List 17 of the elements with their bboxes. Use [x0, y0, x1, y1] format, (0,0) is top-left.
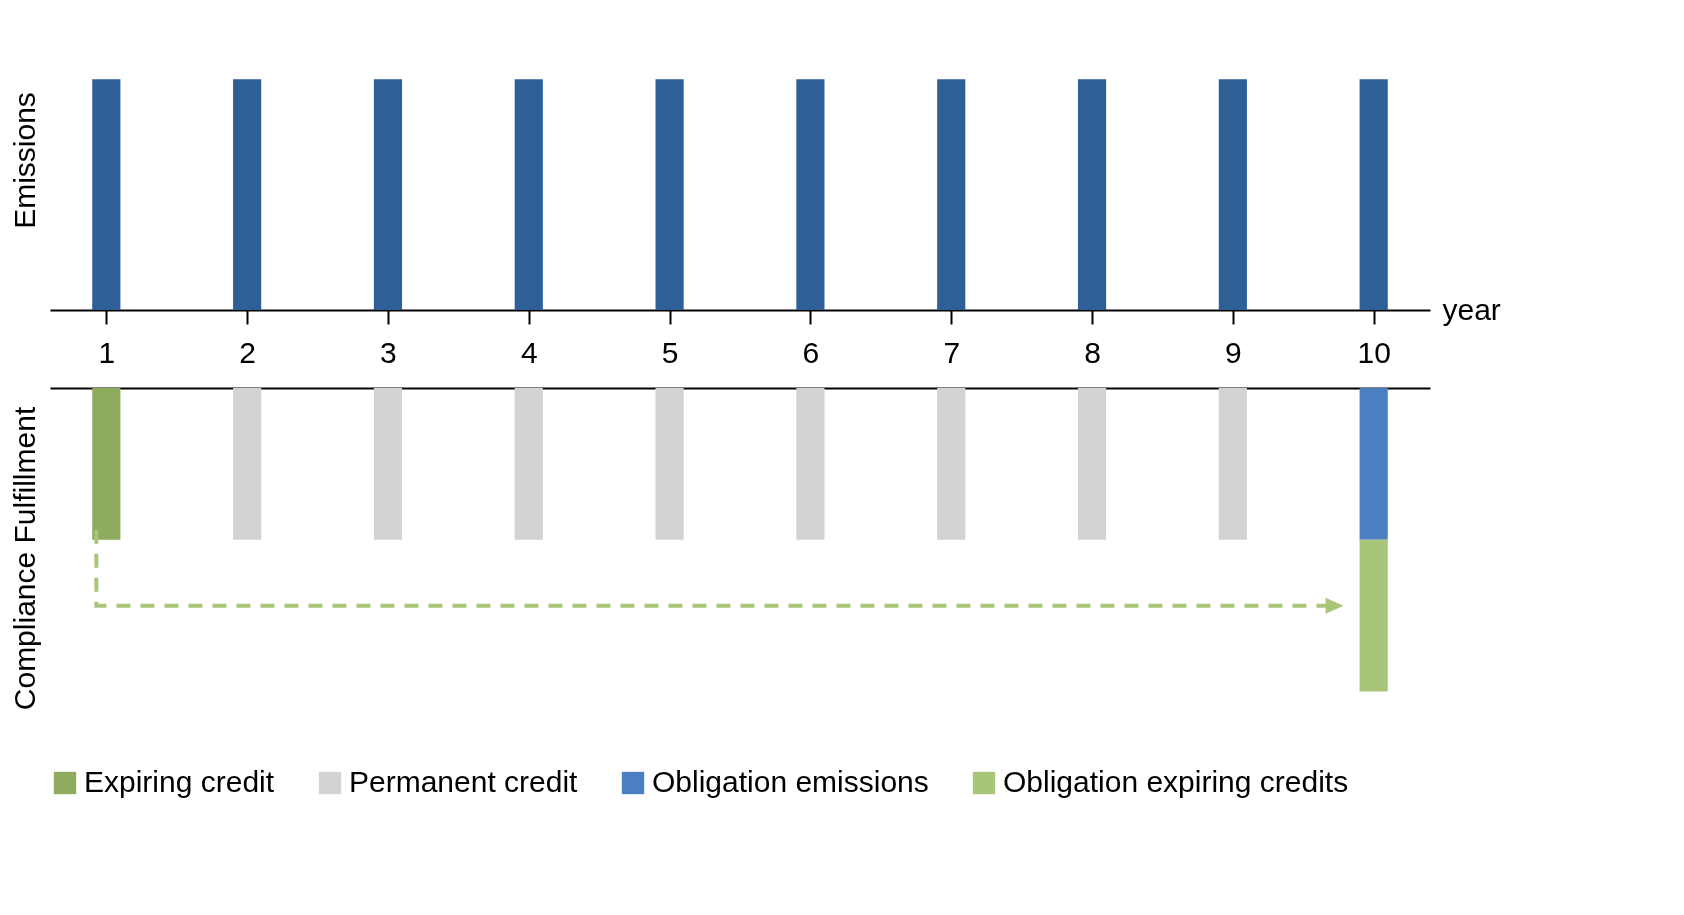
x-tick-label: 10: [1357, 335, 1391, 369]
x-tick-label: 9: [1225, 335, 1242, 369]
legend-label: Obligation expiring credits: [1003, 765, 1349, 798]
x-tick-label: 8: [1084, 335, 1101, 369]
y-axis-title: Compliance Fulfillment: [7, 406, 41, 711]
legend-label: Permanent credit: [349, 765, 579, 798]
x-tick-label: 2: [239, 335, 256, 369]
x-tick-label: 5: [661, 335, 679, 369]
legend-label: Expiring credit: [84, 765, 275, 798]
y-axis-title: Emissions: [7, 92, 41, 229]
x-tick-label: 6: [802, 335, 820, 369]
x-tick-label: 4: [520, 335, 538, 369]
x-tick-label: 7: [943, 335, 961, 369]
x-axis-title: year: [1442, 292, 1501, 326]
x-tick-label: 3: [380, 335, 397, 369]
legend-label: Obligation emissions: [652, 765, 929, 798]
x-tick-label: 1: [98, 335, 116, 369]
